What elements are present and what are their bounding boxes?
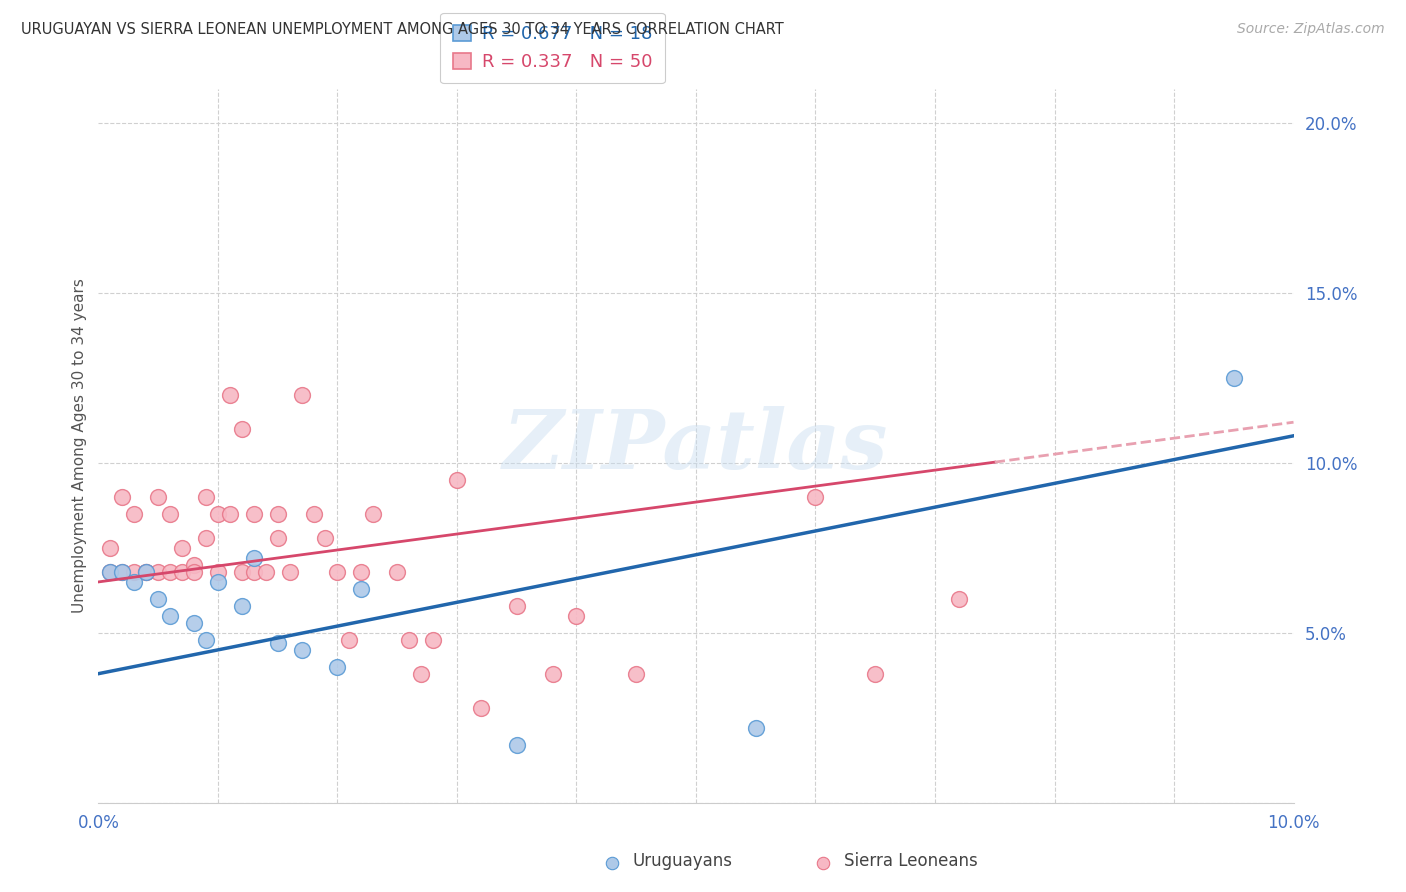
Point (219, 507, 242, 521)
Point (172, 565, 194, 579)
Point (159, 565, 181, 579)
Point (135, 565, 157, 579)
Point (207, 507, 229, 521)
Point (195, 531, 218, 545)
Point (291, 643, 314, 657)
Point (148, 490, 170, 504)
Point (124, 565, 146, 579)
Point (98, 565, 122, 579)
Point (745, 721, 768, 735)
Point (135, 565, 157, 579)
Point (600, 856, 623, 871)
Point (422, 632, 444, 647)
Point (1223, 371, 1246, 385)
Point (183, 565, 205, 579)
Point (219, 388, 242, 402)
Point (865, 666, 887, 681)
Point (195, 632, 218, 647)
Point (267, 507, 290, 521)
Point (159, 608, 181, 623)
Point (291, 388, 314, 402)
Point (172, 541, 194, 555)
Point (350, 582, 373, 596)
Point (339, 632, 361, 647)
Point (470, 700, 492, 714)
Point (183, 558, 205, 572)
Point (111, 490, 134, 504)
Point (231, 565, 253, 579)
Point (398, 632, 420, 647)
Point (626, 666, 648, 681)
Point (207, 565, 229, 579)
Point (111, 565, 134, 579)
Text: URUGUAYAN VS SIERRA LEONEAN UNEMPLOYMENT AMONG AGES 30 TO 34 YEARS CORRELATION C: URUGUAYAN VS SIERRA LEONEAN UNEMPLOYMENT… (21, 22, 783, 37)
Point (148, 591, 170, 606)
Point (506, 738, 529, 752)
Point (506, 599, 529, 613)
Point (811, 856, 834, 871)
Point (326, 565, 349, 579)
Point (159, 507, 181, 521)
Point (98, 541, 122, 555)
Point (243, 551, 266, 566)
Point (326, 660, 349, 674)
Point (124, 574, 146, 589)
Point (148, 565, 170, 579)
Text: Uruguayans: Uruguayans (633, 852, 733, 870)
Point (302, 507, 325, 521)
Y-axis label: Unemployment Among Ages 30 to 34 years: Unemployment Among Ages 30 to 34 years (72, 278, 87, 614)
Point (183, 615, 205, 630)
Point (231, 422, 253, 436)
Point (315, 531, 337, 545)
Point (267, 531, 290, 545)
Point (804, 490, 827, 504)
Text: Source: ZipAtlas.com: Source: ZipAtlas.com (1237, 22, 1385, 37)
Point (565, 608, 588, 623)
Point (243, 565, 266, 579)
Point (135, 565, 157, 579)
Point (98, 565, 122, 579)
Point (267, 636, 290, 650)
Point (254, 565, 277, 579)
Point (385, 565, 409, 579)
Point (124, 507, 146, 521)
Text: ZIPatlas: ZIPatlas (503, 406, 889, 486)
Point (207, 574, 229, 589)
Text: Sierra Leoneans: Sierra Leoneans (844, 852, 977, 870)
Point (111, 565, 134, 579)
Point (350, 565, 373, 579)
Point (541, 666, 564, 681)
Legend: R = 0.677   N = 18, R = 0.337   N = 50: R = 0.677 N = 18, R = 0.337 N = 50 (440, 12, 665, 84)
Point (195, 490, 218, 504)
Point (278, 565, 301, 579)
Point (948, 591, 970, 606)
Point (231, 599, 253, 613)
Point (411, 666, 433, 681)
Point (243, 507, 266, 521)
Point (363, 507, 385, 521)
Point (446, 473, 468, 487)
